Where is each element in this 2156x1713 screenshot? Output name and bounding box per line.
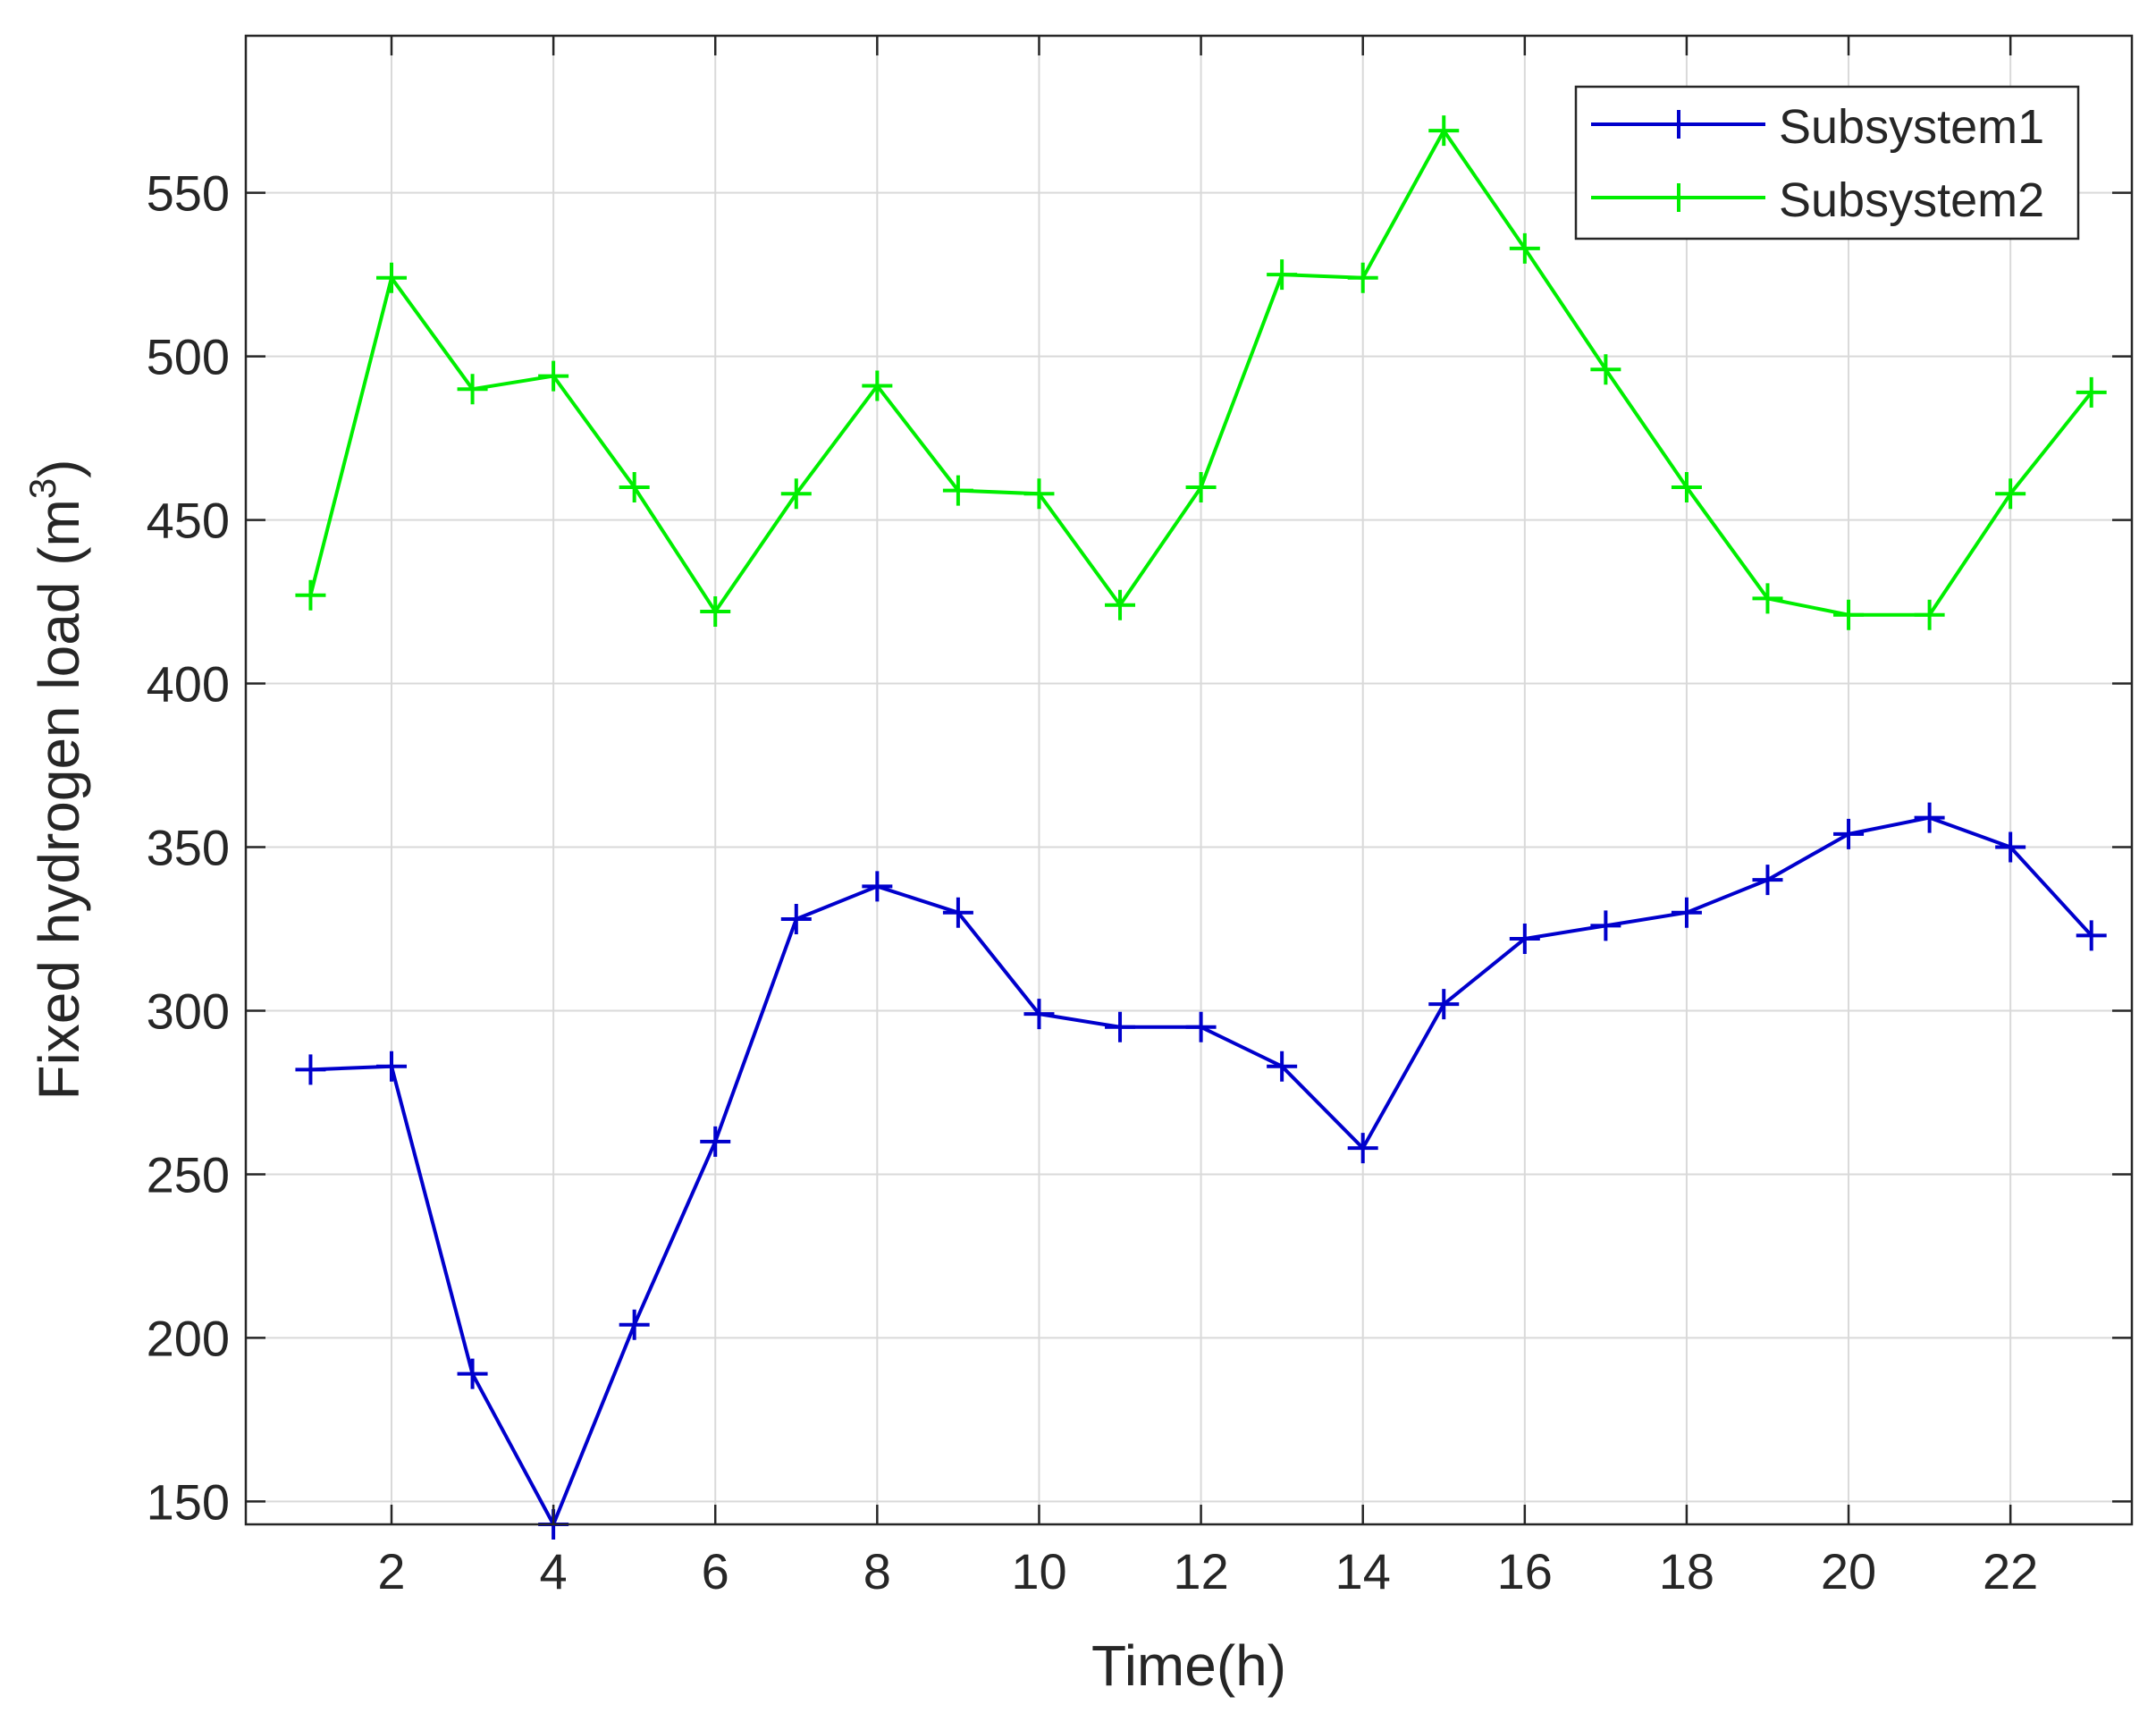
data-point-marker xyxy=(942,897,973,928)
y-tick-label: 550 xyxy=(147,165,230,222)
data-point-marker xyxy=(1752,583,1783,614)
x-tick-label: 22 xyxy=(1983,1543,2038,1599)
plot-area xyxy=(246,36,2132,1524)
x-axis-ticks: 2 4 6 8 10 12 14 16 18 20 22 xyxy=(377,36,2038,1599)
data-point-marker xyxy=(457,374,488,405)
data-point-marker xyxy=(1185,1011,1217,1042)
legend-marker-subsystem2 xyxy=(1664,183,1693,212)
data-point-marker xyxy=(1105,589,1136,620)
data-point-marker xyxy=(1752,865,1783,896)
y-tick-label: 200 xyxy=(147,1310,230,1366)
data-point-marker xyxy=(1914,599,1945,630)
data-point-marker xyxy=(538,360,569,392)
x-tick-label: 18 xyxy=(1659,1543,1714,1599)
data-point-marker xyxy=(1833,599,1865,630)
y-axis-label-main: Fixed hydrogen load (m xyxy=(27,499,91,1100)
y-tick-label: 300 xyxy=(147,983,230,1039)
x-tick-label: 12 xyxy=(1173,1543,1228,1599)
data-point-marker xyxy=(1347,262,1378,293)
data-point-marker xyxy=(1105,1011,1136,1042)
data-point-marker xyxy=(862,370,893,401)
data-point-marker xyxy=(295,1054,326,1085)
y-axis-label-superscript: 3 xyxy=(21,478,63,499)
data-point-marker xyxy=(1671,897,1702,928)
data-point-marker xyxy=(2076,376,2107,408)
y-tick-label: 500 xyxy=(147,329,230,385)
series-subsystem2 xyxy=(295,115,2107,630)
legend-entry-subsystem1: Subsystem1 xyxy=(1591,100,2044,154)
legend-box xyxy=(1574,85,2080,240)
x-tick-label: 4 xyxy=(540,1543,568,1599)
legend-marker-subsystem1 xyxy=(1664,110,1693,139)
data-point-marker xyxy=(1590,354,1621,385)
data-point-marker xyxy=(700,596,731,628)
x-axis-label: Time(h) xyxy=(1091,1633,1286,1698)
y-tick-label: 350 xyxy=(147,820,230,876)
data-point-marker xyxy=(1995,831,2026,863)
y-tick-label: 400 xyxy=(147,656,230,713)
x-tick-label: 20 xyxy=(1821,1543,1876,1599)
data-point-marker xyxy=(780,904,812,935)
x-tick-label: 2 xyxy=(377,1543,405,1599)
x-tick-label: 16 xyxy=(1497,1543,1553,1599)
legend-label-subsystem1: Subsystem1 xyxy=(1779,100,2044,154)
data-point-marker xyxy=(1023,478,1055,510)
data-point-marker xyxy=(619,471,650,502)
data-point-marker xyxy=(1590,910,1621,941)
x-tick-label: 10 xyxy=(1011,1543,1066,1599)
data-point-marker xyxy=(2076,920,2107,951)
y-tick-label: 250 xyxy=(147,1146,230,1202)
data-point-marker xyxy=(1833,818,1865,849)
legend: Subsystem1 Subsystem2 xyxy=(1574,85,2080,240)
data-point-marker xyxy=(942,475,973,506)
data-point-marker xyxy=(376,1051,408,1082)
series-layer xyxy=(295,115,2107,1540)
data-point-marker xyxy=(862,871,893,902)
data-point-marker xyxy=(295,579,326,611)
data-point-marker xyxy=(1428,989,1460,1020)
data-point-marker xyxy=(700,1126,731,1157)
data-point-marker xyxy=(1995,478,2026,510)
data-point-marker xyxy=(1023,999,1055,1030)
data-point-marker xyxy=(1347,1133,1378,1164)
y-tick-label: 450 xyxy=(147,493,230,549)
data-point-marker xyxy=(376,262,408,293)
legend-label-subsystem2: Subsystem2 xyxy=(1779,173,2044,227)
data-point-marker xyxy=(780,478,812,510)
plot-frame xyxy=(244,34,2134,1526)
x-tick-label: 14 xyxy=(1335,1543,1391,1599)
series-subsystem1 xyxy=(295,802,2107,1540)
data-point-marker xyxy=(1428,115,1460,147)
data-point-marker xyxy=(1185,471,1217,502)
data-point-marker xyxy=(1509,232,1540,264)
data-point-marker xyxy=(457,1358,488,1389)
y-axis-label-close: ) xyxy=(27,459,91,477)
x-tick-label: 6 xyxy=(702,1543,729,1599)
y-axis-ticks: 150 200 250 300 350 400 450 500 550 xyxy=(147,165,2132,1530)
x-tick-label: 8 xyxy=(863,1543,891,1599)
y-axis-label: Fixed hydrogen load (m3) xyxy=(21,459,91,1100)
data-point-marker xyxy=(1671,471,1702,502)
data-point-marker xyxy=(1914,802,1945,833)
data-point-marker xyxy=(1267,259,1298,291)
legend-entry-subsystem2: Subsystem2 xyxy=(1591,173,2044,227)
data-point-marker xyxy=(1509,923,1540,954)
data-point-marker xyxy=(619,1309,650,1340)
data-point-marker xyxy=(1267,1051,1298,1082)
y-tick-label: 150 xyxy=(147,1473,230,1530)
